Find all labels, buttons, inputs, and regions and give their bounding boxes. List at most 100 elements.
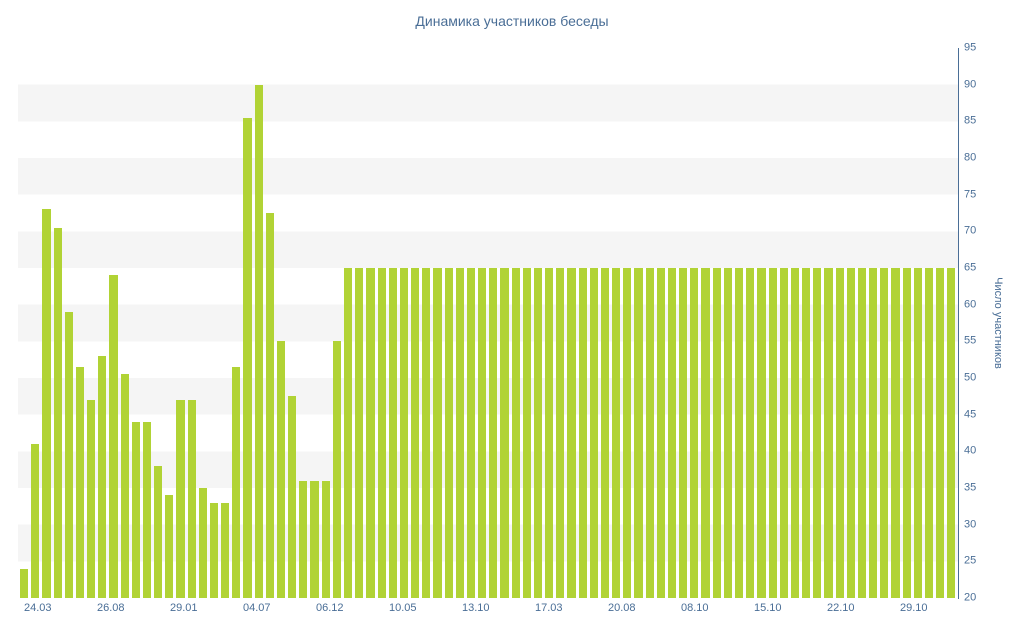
bar[interactable]	[343, 268, 353, 598]
bar[interactable]	[735, 268, 744, 598]
y-tick-label: 50	[964, 371, 977, 384]
x-tick-label: 06.12	[316, 602, 344, 614]
bar[interactable]	[355, 268, 364, 598]
bar[interactable]	[712, 268, 721, 598]
bar[interactable]	[522, 268, 531, 598]
bar[interactable]	[455, 268, 464, 598]
bar[interactable]	[466, 268, 476, 598]
bar[interactable]	[600, 268, 610, 598]
bar[interactable]	[109, 275, 118, 598]
x-tick-label: 13.10	[462, 602, 490, 614]
bar[interactable]	[87, 400, 96, 598]
bar[interactable]	[377, 268, 386, 598]
bar[interactable]	[31, 444, 40, 598]
bar[interactable]	[131, 422, 140, 598]
y-tick-label: 95	[964, 41, 977, 54]
bar[interactable]	[299, 480, 308, 598]
bar[interactable]	[913, 268, 922, 598]
bar[interactable]	[98, 356, 107, 598]
y-tick-label: 80	[964, 151, 977, 164]
y-tick-label: 70	[964, 224, 977, 237]
bar[interactable]	[723, 268, 732, 598]
bar[interactable]	[623, 268, 632, 598]
bar[interactable]	[824, 268, 833, 598]
bar[interactable]	[176, 400, 185, 598]
bar[interactable]	[187, 400, 196, 598]
y-tick-label: 40	[964, 444, 977, 457]
bar[interactable]	[835, 268, 844, 598]
bar[interactable]	[20, 568, 29, 598]
bar[interactable]	[64, 312, 73, 598]
bar[interactable]	[42, 209, 51, 598]
bar[interactable]	[221, 502, 230, 598]
bar[interactable]	[243, 117, 252, 598]
bar[interactable]	[120, 374, 129, 598]
bar[interactable]	[533, 268, 543, 598]
bar[interactable]	[321, 480, 330, 598]
bar[interactable]	[265, 213, 274, 598]
x-tick-label: 17.03	[535, 602, 563, 614]
bar[interactable]	[690, 268, 699, 598]
bar[interactable]	[444, 268, 453, 598]
bar[interactable]	[645, 268, 654, 598]
bar[interactable]	[634, 268, 643, 598]
bar[interactable]	[165, 495, 174, 598]
bar[interactable]	[399, 268, 409, 598]
bar[interactable]	[857, 268, 867, 598]
bar[interactable]	[813, 268, 822, 598]
bar[interactable]	[154, 466, 163, 598]
bar[interactable]	[545, 268, 554, 598]
bar[interactable]	[198, 488, 207, 598]
bar[interactable]	[511, 268, 520, 598]
bar[interactable]	[790, 268, 800, 598]
x-tick-label: 10.05	[389, 602, 417, 614]
bar[interactable]	[556, 268, 565, 598]
bar[interactable]	[310, 480, 319, 598]
bar[interactable]	[53, 227, 62, 598]
bar[interactable]	[667, 268, 677, 598]
bar[interactable]	[746, 268, 755, 598]
y-tick-label: 60	[964, 298, 977, 311]
bar[interactable]	[701, 268, 710, 598]
bar[interactable]	[902, 268, 911, 598]
bar[interactable]	[232, 367, 241, 598]
plot-area	[18, 48, 958, 598]
bar[interactable]	[936, 268, 945, 598]
bar[interactable]	[768, 268, 777, 598]
bar[interactable]	[411, 268, 420, 598]
bar[interactable]	[947, 268, 956, 598]
bar[interactable]	[142, 422, 152, 598]
bar[interactable]	[288, 396, 297, 598]
bar[interactable]	[489, 268, 498, 598]
bar[interactable]	[254, 84, 263, 598]
bar[interactable]	[779, 268, 788, 598]
bar[interactable]	[880, 268, 889, 598]
bar[interactable]	[332, 341, 341, 598]
bar[interactable]	[388, 268, 397, 598]
bar[interactable]	[589, 268, 598, 598]
bar[interactable]	[656, 268, 665, 598]
x-tick-label: 22.10	[827, 602, 855, 614]
x-tick-label: 20.08	[608, 602, 636, 614]
bar[interactable]	[500, 268, 509, 598]
bar[interactable]	[757, 268, 766, 598]
bar[interactable]	[276, 341, 286, 598]
bar[interactable]	[433, 268, 442, 598]
bar[interactable]	[578, 268, 587, 598]
bar[interactable]	[679, 268, 688, 598]
bar[interactable]	[869, 268, 878, 598]
bar[interactable]	[612, 268, 621, 598]
x-tick-label: 24.03	[24, 602, 52, 614]
bar[interactable]	[924, 268, 934, 598]
bar[interactable]	[209, 502, 219, 598]
bar[interactable]	[422, 268, 431, 598]
bar[interactable]	[802, 268, 811, 598]
x-tick-label: 04.07	[243, 602, 271, 614]
y-tick-label: 20	[964, 591, 977, 604]
bar[interactable]	[846, 268, 855, 598]
bar[interactable]	[891, 268, 900, 598]
bar[interactable]	[478, 268, 487, 598]
bar[interactable]	[567, 268, 576, 598]
bar[interactable]	[75, 367, 85, 598]
bar[interactable]	[366, 268, 375, 598]
